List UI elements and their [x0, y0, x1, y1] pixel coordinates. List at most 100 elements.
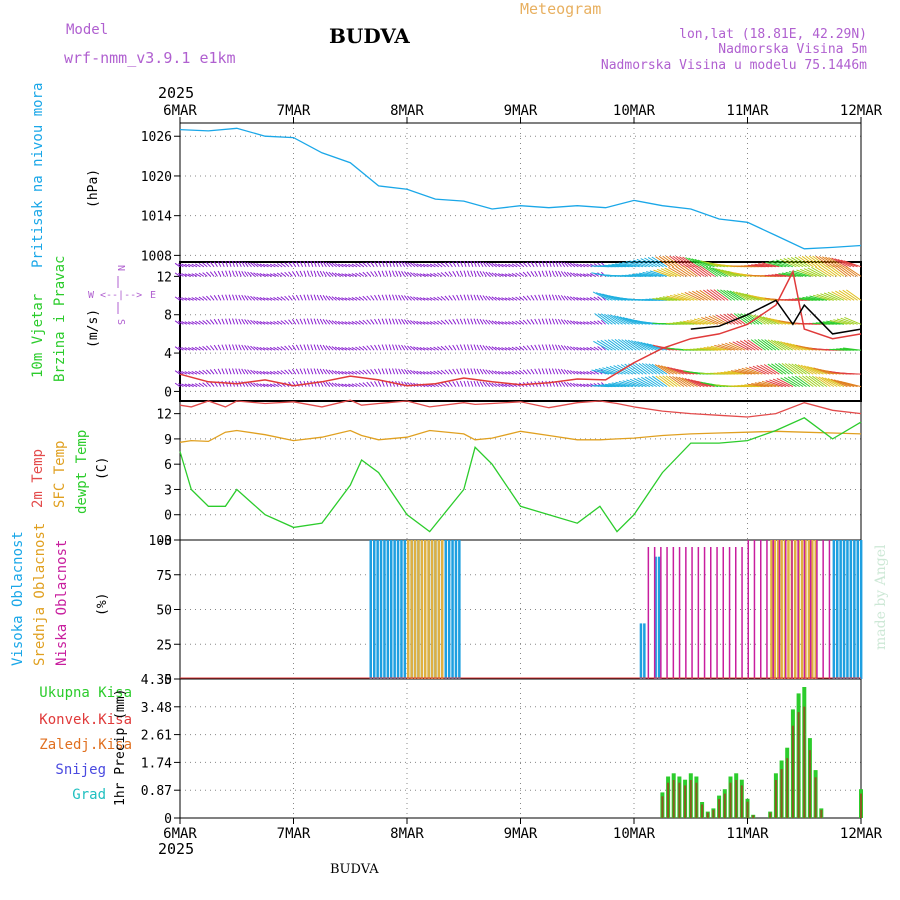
- time-tick-label-top: 8MAR: [390, 103, 424, 119]
- wind-barb: [276, 296, 283, 301]
- wind-barb: [291, 271, 297, 277]
- wind-barb: [456, 318, 460, 325]
- wind-barb: [538, 261, 542, 267]
- precip-legend-snow: Snijeg: [55, 762, 106, 778]
- wind-barb: [295, 318, 300, 325]
- wind-barb: [485, 381, 491, 387]
- precip-legend-frozen: Zaledj.Kisa: [39, 737, 132, 753]
- wind-barb: [370, 319, 375, 325]
- wind-barb: [295, 294, 300, 301]
- cloud-bar: [800, 540, 804, 679]
- wind-barb: [534, 318, 538, 325]
- wind-barb: [672, 375, 688, 388]
- wind-barb: [479, 318, 484, 325]
- wind-barb: [366, 381, 372, 387]
- wind-barb: [745, 367, 763, 375]
- wind-barb: [526, 345, 532, 351]
- wind-barb: [738, 292, 756, 301]
- wind-barb: [381, 368, 385, 375]
- wind-barb: [491, 296, 497, 301]
- pressure-tick-label: 1020: [141, 170, 172, 185]
- wind-barb: [601, 384, 620, 388]
- wind-barb: [515, 320, 521, 325]
- wind-barb: [366, 345, 372, 351]
- wind-barb: [256, 346, 262, 351]
- wind-barb: [374, 270, 378, 277]
- wind-barb: [225, 294, 229, 301]
- wind-barb: [822, 265, 838, 277]
- wind-label-2: Brzina i Pravac: [52, 256, 68, 382]
- wind-barb: [444, 271, 450, 277]
- wind-barb: [629, 378, 647, 388]
- wind-barb: [235, 270, 239, 277]
- wind-barb: [209, 369, 215, 375]
- wind-barb: [191, 263, 198, 268]
- wind-barb: [743, 339, 760, 351]
- wind-barb: [284, 295, 290, 301]
- wind-barb: [310, 260, 314, 267]
- wind-barb: [221, 294, 225, 301]
- wind-barb: [398, 261, 402, 268]
- wind-barb: [444, 345, 450, 351]
- wind-barb: [482, 295, 487, 301]
- wind-barb: [303, 318, 307, 325]
- pressure-line: [179, 127, 862, 250]
- wind-barb: [667, 366, 685, 375]
- wind-barb: [508, 371, 514, 375]
- wind-barb: [526, 295, 532, 301]
- wind-barb: [679, 256, 695, 268]
- wind-barb: [213, 271, 218, 277]
- pressure-tick-label: 1014: [141, 210, 172, 225]
- wind-barb: [344, 297, 351, 301]
- wind-barb: [187, 263, 194, 268]
- wind-barb: [187, 371, 194, 375]
- wind-barb: [295, 344, 300, 351]
- cloud-bar: [413, 540, 417, 679]
- cloud-bar: [451, 540, 454, 679]
- wind-barb: [348, 383, 354, 388]
- wind-barb: [266, 297, 273, 301]
- wind-barb: [522, 319, 528, 325]
- wind-barb: [683, 320, 702, 325]
- wind-barb: [772, 378, 790, 388]
- wind-barb: [622, 317, 640, 325]
- wind-barb: [515, 272, 521, 277]
- wind-barb: [541, 318, 545, 325]
- wind-barb: [429, 263, 436, 268]
- wind-barb: [569, 296, 576, 301]
- wind-barb: [310, 344, 314, 351]
- wind-barb: [259, 370, 266, 375]
- wind-barb: [476, 344, 481, 351]
- wind-barb: [470, 270, 474, 277]
- wind-barb: [485, 295, 491, 301]
- wind-barb: [732, 290, 749, 301]
- wind-barb: [262, 347, 269, 351]
- wind-barb: [448, 381, 453, 387]
- wind-barb: [407, 345, 412, 351]
- wind-barb: [358, 272, 365, 277]
- wind-barb: [771, 363, 787, 375]
- wind-barb: [404, 345, 409, 351]
- wind-barb: [774, 340, 790, 351]
- wind-barb: [235, 368, 239, 375]
- wind-barb: [566, 382, 572, 387]
- year-top: 2025: [158, 84, 194, 102]
- wind-barb: [812, 255, 828, 268]
- wind-barb: [459, 344, 464, 351]
- wind-barb: [545, 344, 549, 351]
- wind-barb: [776, 259, 794, 268]
- wind-barb: [511, 370, 518, 375]
- wind-barb: [473, 270, 477, 277]
- wind-barb: [560, 368, 566, 375]
- wind-barb: [682, 256, 698, 268]
- wind-barb: [241, 318, 246, 325]
- wind-barb: [209, 271, 215, 277]
- wind-barb: [504, 383, 511, 388]
- wind-barb: [313, 344, 317, 351]
- wind-barb: [209, 261, 215, 268]
- wind-barb: [538, 368, 542, 375]
- wind-barb: [463, 380, 467, 387]
- wind-barb: [419, 321, 426, 325]
- wind-barb: [776, 377, 794, 388]
- wind-barb: [184, 321, 191, 325]
